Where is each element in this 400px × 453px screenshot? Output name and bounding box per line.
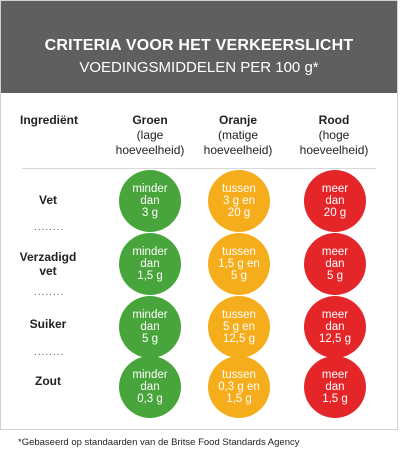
green-value-vet: minder dan 3 g [119,170,181,232]
green-value-verzadigd-vet: minder dan 1,5 g [119,233,181,295]
row-label-suiker: Suiker [29,317,67,331]
footnote: *Gebaseerd op standaarden van de Britse … [18,437,300,448]
row-separator-dots: ........ [34,222,65,233]
column-green-desc: (lage hoeveelheid) [115,128,185,157]
red-value-suiker: meer dan 12,5 g [304,296,366,358]
column-orange-desc: (matige hoeveelheid) [203,128,273,157]
column-header-ingredient: Ingrediënt [20,113,79,127]
page-title: CRITERIA VOOR HET VERKEERSLICHT [44,37,354,54]
row-label-vet: Vet [38,193,57,207]
orange-value-verzadigd-vet: tussen 1,5 g en 5 g [208,233,270,295]
column-red-name: Rood [318,113,350,127]
row-separator-dots: ........ [34,347,65,358]
green-value-zout: minder dan 0,3 g [119,356,181,418]
orange-value-suiker: tussen 5 g en 12,5 g [208,296,270,358]
column-header-red: Rood (hoge hoeveelheid) [292,113,376,158]
column-header-green: Groen (lage hoeveelheid) [110,113,190,158]
page-subtitle: VOEDINGSMIDDELEN PER 100 g* [79,59,319,76]
column-orange-name: Oranje [218,113,257,127]
row-label-zout: Zout [35,374,61,388]
column-green-name: Groen [132,113,168,127]
column-red-desc: (hoge hoeveelheid) [299,128,369,157]
row-label-verzadigd-vet: Verzadigd vet [19,250,77,278]
orange-value-zout: tussen 0,3 g en 1,5 g [208,356,270,418]
red-value-vet: meer dan 20 g [304,170,366,232]
green-value-suiker: minder dan 5 g [119,296,181,358]
red-value-zout: meer dan 1,5 g [304,356,366,418]
row-separator-dots: ........ [34,287,65,298]
header-banner: CRITERIA VOOR HET VERKEERSLICHT VOEDINGS… [1,1,397,93]
red-value-verzadigd-vet: meer dan 5 g [304,233,366,295]
column-header-orange: Oranje (matige hoeveelheid) [196,113,280,158]
header-divider [22,168,376,169]
orange-value-vet: tussen 3 g en 20 g [208,170,270,232]
